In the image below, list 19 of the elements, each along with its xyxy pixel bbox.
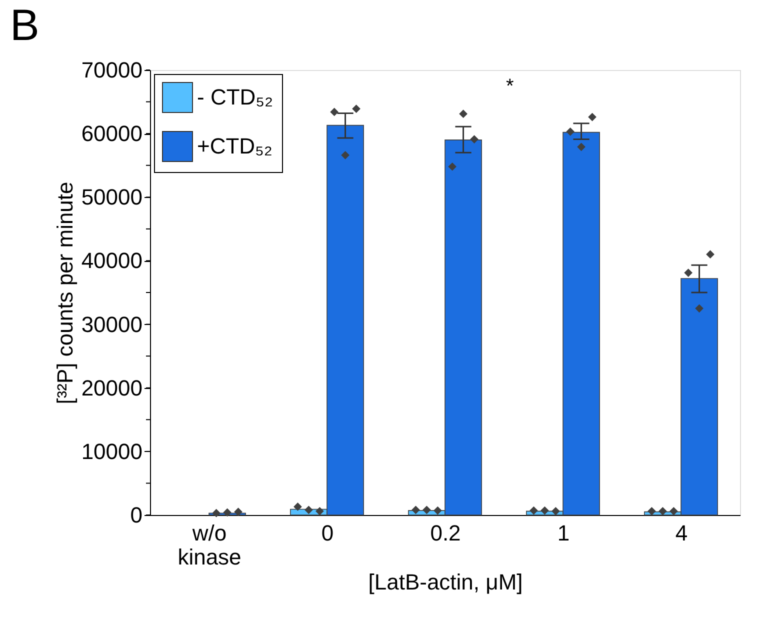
legend-label: +CTD₅₂ xyxy=(197,134,272,158)
y-tick-label: 30000 xyxy=(81,312,142,337)
x-tick-label: 0.2 xyxy=(430,520,461,546)
y-tick-label: 70000 xyxy=(81,58,142,82)
x-tick-label: 4 xyxy=(675,520,688,546)
y-tick-label: 60000 xyxy=(81,121,142,146)
x-tick-label: 0 xyxy=(321,520,334,546)
y-tick-label: 10000 xyxy=(81,438,142,464)
legend-label: - CTD₅₂ xyxy=(197,84,274,110)
x-tick-label: 1 xyxy=(557,520,570,546)
chart-title: B xyxy=(10,1,40,50)
y-tick-label: 50000 xyxy=(81,184,142,210)
y-tick-label: 0 xyxy=(130,502,142,528)
x-tick-label: w/o kinase xyxy=(178,520,242,570)
y-tick-label: 20000 xyxy=(81,375,142,400)
annotation: * xyxy=(506,76,514,98)
x-axis-title: [LatB-actin, μM] xyxy=(368,570,523,594)
y-axis-title: [³²P] counts per minute xyxy=(52,182,78,404)
y-tick-label: 40000 xyxy=(81,248,142,274)
